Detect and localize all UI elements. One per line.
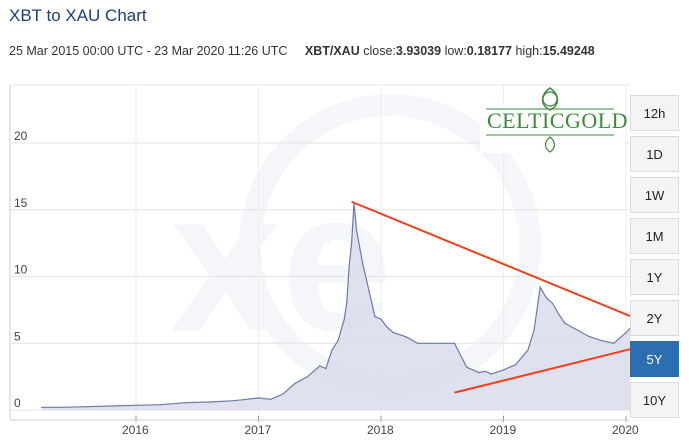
high-label: high: xyxy=(515,44,543,58)
data-point xyxy=(343,318,345,320)
data-point xyxy=(110,405,113,407)
data-point xyxy=(490,373,492,375)
close-value: 3.93039 xyxy=(395,44,442,58)
y-axis: 0 5 10 15 20 xyxy=(14,129,28,410)
x-tick-label: 2016 xyxy=(122,423,149,437)
data-point xyxy=(159,404,162,406)
data-point xyxy=(478,372,480,374)
low-label: low: xyxy=(444,44,467,58)
chart-info-bar: 25 Mar 2015 00:00 UTC - 23 Mar 2020 11:2… xyxy=(9,44,595,58)
data-point xyxy=(355,229,358,231)
y-tick-label: 0 xyxy=(14,396,21,410)
x-tick-label: 2017 xyxy=(245,423,272,437)
data-point xyxy=(502,369,505,371)
data-point xyxy=(368,289,370,291)
low-value: 0.18177 xyxy=(466,44,512,58)
data-point xyxy=(348,265,350,267)
range-button-1d[interactable]: 1D xyxy=(630,136,679,172)
chart-title: XBT to XAU Chart xyxy=(9,6,147,25)
data-point xyxy=(337,340,339,342)
data-point xyxy=(319,365,321,367)
range-button-5y[interactable]: 5Y xyxy=(630,341,679,377)
close-label: close: xyxy=(363,44,396,58)
data-point xyxy=(61,406,64,408)
data-point xyxy=(417,342,419,344)
series-layer xyxy=(41,202,630,410)
range-button-1w[interactable]: 1W xyxy=(630,177,679,213)
data-point xyxy=(564,322,566,324)
pair-label: XBT/XAU xyxy=(304,44,360,58)
data-point xyxy=(533,329,535,331)
data-point xyxy=(270,398,272,400)
range-button-1m[interactable]: 1M xyxy=(630,218,679,254)
y-tick-label: 15 xyxy=(14,196,28,210)
trendline xyxy=(351,200,655,327)
data-point xyxy=(404,336,407,338)
data-point xyxy=(515,364,517,366)
y-tick-label: 5 xyxy=(14,329,21,343)
data-point xyxy=(135,404,137,406)
data-point xyxy=(331,349,333,351)
data-point xyxy=(527,349,529,351)
annotation-layer xyxy=(351,200,655,394)
data-point xyxy=(257,397,260,399)
data-point xyxy=(441,342,443,344)
data-point xyxy=(558,313,560,315)
data-point xyxy=(233,400,235,402)
data-point xyxy=(392,332,394,334)
data-point xyxy=(429,342,431,344)
x-tick-label: 2018 xyxy=(367,423,394,437)
data-point xyxy=(325,368,327,370)
high-value: 15.49248 xyxy=(542,44,595,58)
data-point xyxy=(184,402,186,404)
date-range: 25 Mar 2015 00:00 UTC - 23 Mar 2020 11:2… xyxy=(9,44,288,58)
data-point xyxy=(484,370,486,372)
range-button-1y[interactable]: 1Y xyxy=(630,259,679,295)
data-point xyxy=(362,262,364,264)
data-point xyxy=(453,342,456,344)
data-point xyxy=(86,406,88,408)
data-point xyxy=(351,242,353,244)
logo-text: CELTICGOLD xyxy=(487,108,628,133)
data-point xyxy=(208,401,211,403)
trendline xyxy=(454,342,655,394)
x-axis: 2016 2017 2018 2019 2020 xyxy=(10,416,639,437)
data-point xyxy=(551,302,554,304)
series-area xyxy=(41,203,630,410)
data-point xyxy=(466,366,468,368)
data-point xyxy=(41,406,43,408)
data-point xyxy=(294,382,296,384)
y-tick-label: 20 xyxy=(14,129,28,143)
data-point xyxy=(386,326,388,328)
range-button-10y[interactable]: 10Y xyxy=(630,382,679,418)
data-point xyxy=(539,286,541,288)
data-point xyxy=(625,332,627,334)
x-tick-label: 2019 xyxy=(490,423,517,437)
data-point xyxy=(576,329,578,331)
data-point xyxy=(613,342,615,344)
data-point xyxy=(600,340,603,342)
data-point xyxy=(380,318,382,320)
range-button-12h[interactable]: 12h xyxy=(630,95,679,131)
data-point xyxy=(282,393,284,395)
data-point xyxy=(374,316,376,318)
y-tick-label: 10 xyxy=(14,263,28,277)
celticgold-logo: CELTICGOLD xyxy=(480,87,628,153)
data-point xyxy=(346,302,348,304)
x-tick-label: 2020 xyxy=(612,423,639,437)
data-point xyxy=(545,297,548,299)
data-point xyxy=(588,336,590,338)
data-point xyxy=(306,376,309,378)
range-button-2y[interactable]: 2Y xyxy=(630,300,679,336)
